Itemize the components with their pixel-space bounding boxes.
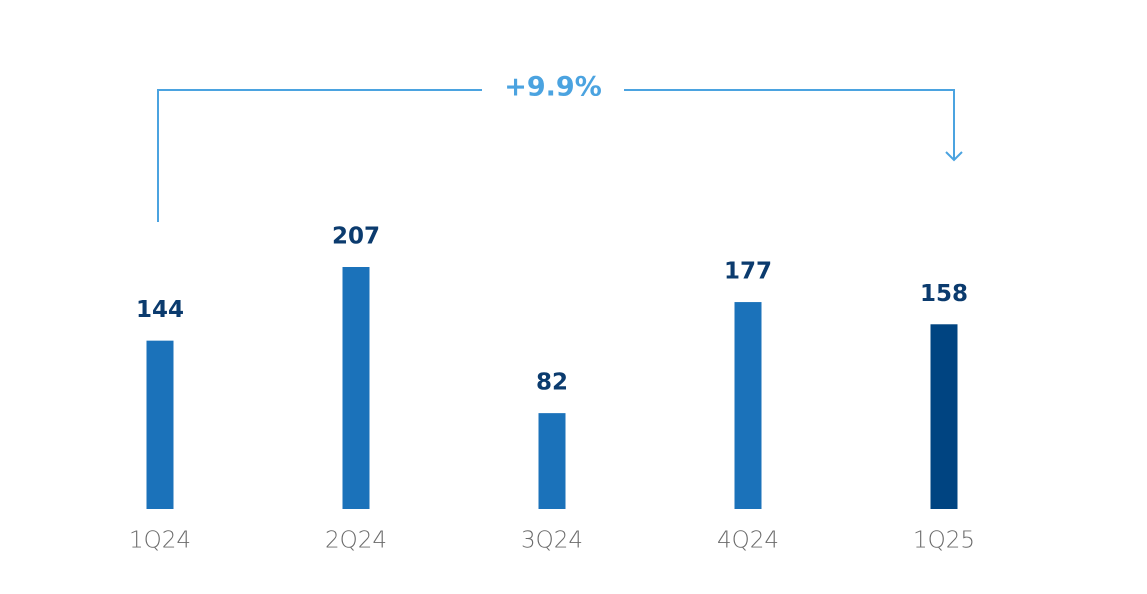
change-bracket	[157, 89, 955, 222]
change-annotation: +9.9%	[504, 72, 602, 103]
value-label: 144	[136, 297, 184, 323]
x-tick-label: 1Q25	[913, 528, 975, 554]
value-label: 82	[536, 370, 568, 396]
value-label: 158	[920, 281, 968, 307]
x-tick-label: 1Q24	[129, 528, 191, 554]
x-tick-label: 2Q24	[325, 528, 387, 554]
value-label: 207	[332, 224, 380, 250]
bar	[146, 340, 174, 509]
bar	[734, 302, 762, 509]
bar	[930, 324, 958, 509]
x-tick-label: 3Q24	[521, 528, 583, 554]
value-label: 177	[724, 259, 772, 285]
bar	[538, 413, 566, 509]
change-arrowhead	[945, 151, 963, 162]
x-tick-label: 4Q24	[717, 528, 779, 554]
bar	[342, 267, 370, 509]
